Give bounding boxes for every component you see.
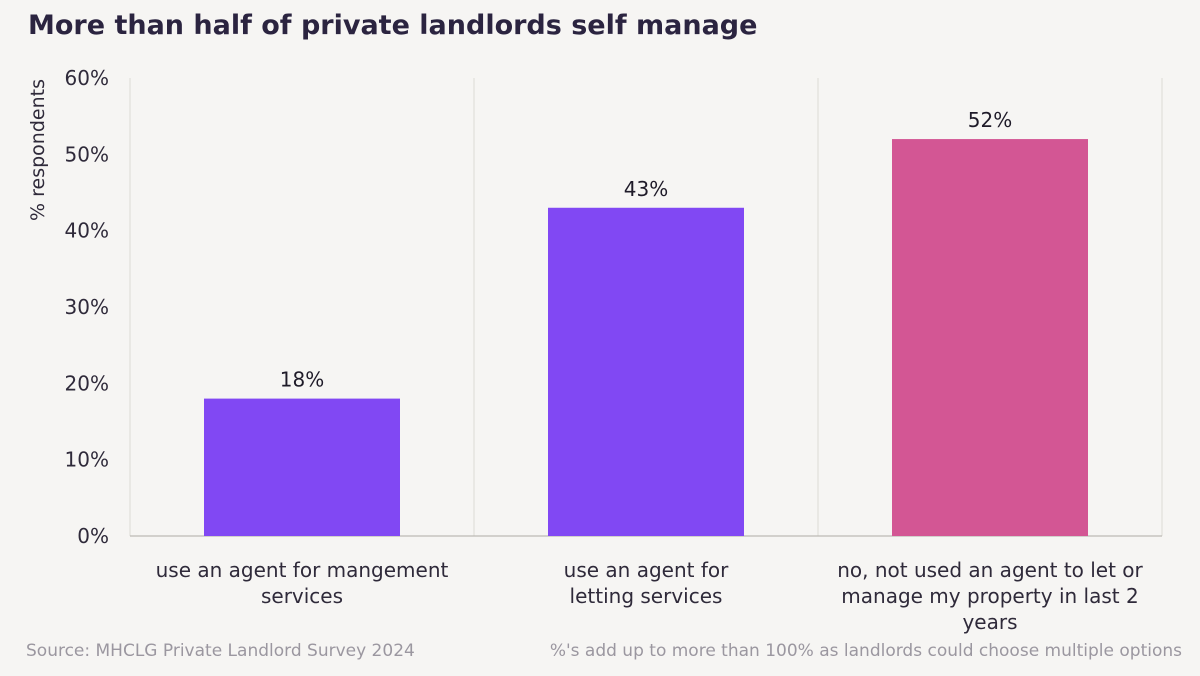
data-label: 18% xyxy=(280,368,324,392)
footnote: %'s add up to more than 100% as landlord… xyxy=(549,641,1182,661)
y-tick-label: 20% xyxy=(65,371,109,395)
x-tick-label-line: no, not used an agent to let or xyxy=(837,558,1143,582)
x-tick-label-line: years xyxy=(962,610,1017,634)
y-tick-label: 60% xyxy=(65,66,109,90)
x-tick-label-line: use an agent for mangement xyxy=(156,558,449,582)
y-tick-label: 40% xyxy=(65,219,109,243)
x-tick-label: no, not used an agent to let or manage my… xyxy=(837,558,1143,634)
y-tick-label: 30% xyxy=(65,295,109,319)
x-tick-label-line: manage my property in last 2 xyxy=(841,584,1138,608)
y-axis-label: % respondents xyxy=(27,79,49,221)
x-tick-label-line: letting services xyxy=(570,584,723,608)
chart-bars xyxy=(204,139,1088,537)
data-label: 43% xyxy=(624,177,668,201)
bar xyxy=(548,207,744,536)
y-tick-label: 0% xyxy=(77,524,109,548)
chart-title: More than half of private landlords self… xyxy=(28,10,758,41)
x-tick-label-line: use an agent for xyxy=(564,558,729,582)
y-tick-label: 50% xyxy=(65,142,109,166)
bar xyxy=(892,139,1088,537)
x-tick-label: use an agent for mangement services xyxy=(156,558,449,608)
chart-labels: 0% 10% 20% 30% 40% 50% 60% % respondents 18% use … xyxy=(27,66,1144,634)
y-tick-label: 10% xyxy=(65,448,109,472)
x-tick-label: use an agent for letting services xyxy=(564,558,729,608)
source-note: Source: MHCLG Private Landlord Survey 20… xyxy=(26,641,415,661)
bar xyxy=(204,398,400,536)
x-tick-label-line: services xyxy=(261,584,343,608)
data-label: 52% xyxy=(968,108,1012,132)
